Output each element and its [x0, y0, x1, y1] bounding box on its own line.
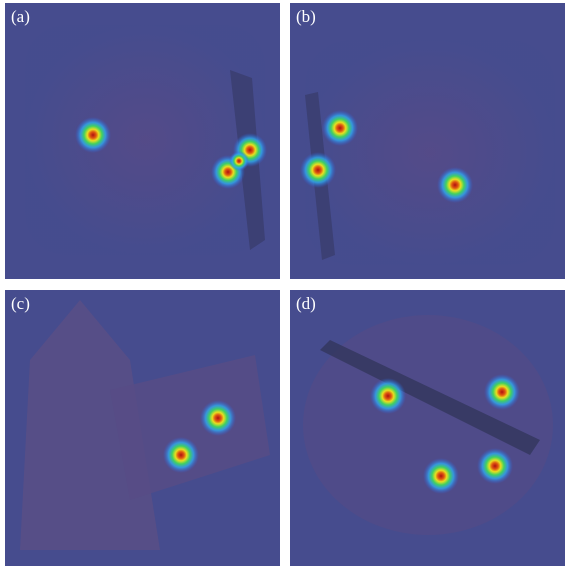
xray-object: [25, 25, 265, 255]
xray-object: [305, 40, 555, 265]
panel: (a): [5, 3, 280, 279]
panel-label: (d): [296, 294, 316, 313]
panel-label: (b): [296, 7, 316, 26]
panel: (d): [290, 290, 565, 566]
heatmap-spot: [437, 167, 473, 203]
panel-label: (a): [11, 7, 30, 26]
heatmap-spot: [300, 152, 336, 188]
heatmap-spot: [484, 374, 520, 410]
panel: (c): [5, 290, 280, 566]
heatmap-spot: [163, 437, 199, 473]
heatmap-spot: [477, 448, 513, 484]
figure: (a) (b) (c) (d): [0, 0, 571, 569]
page: (a) (b) (c) (d) (() => { const data = JS…: [0, 0, 571, 569]
heatmap-spot: [370, 378, 406, 414]
heatmap-spot: [423, 458, 459, 494]
heatmap-spot: [75, 117, 111, 153]
panel-label: (c): [11, 294, 30, 313]
heatmap-spot: [322, 110, 358, 146]
heatmap-spot: [200, 400, 236, 436]
panel: (b): [290, 3, 565, 279]
heatmap-spot: [229, 151, 249, 171]
